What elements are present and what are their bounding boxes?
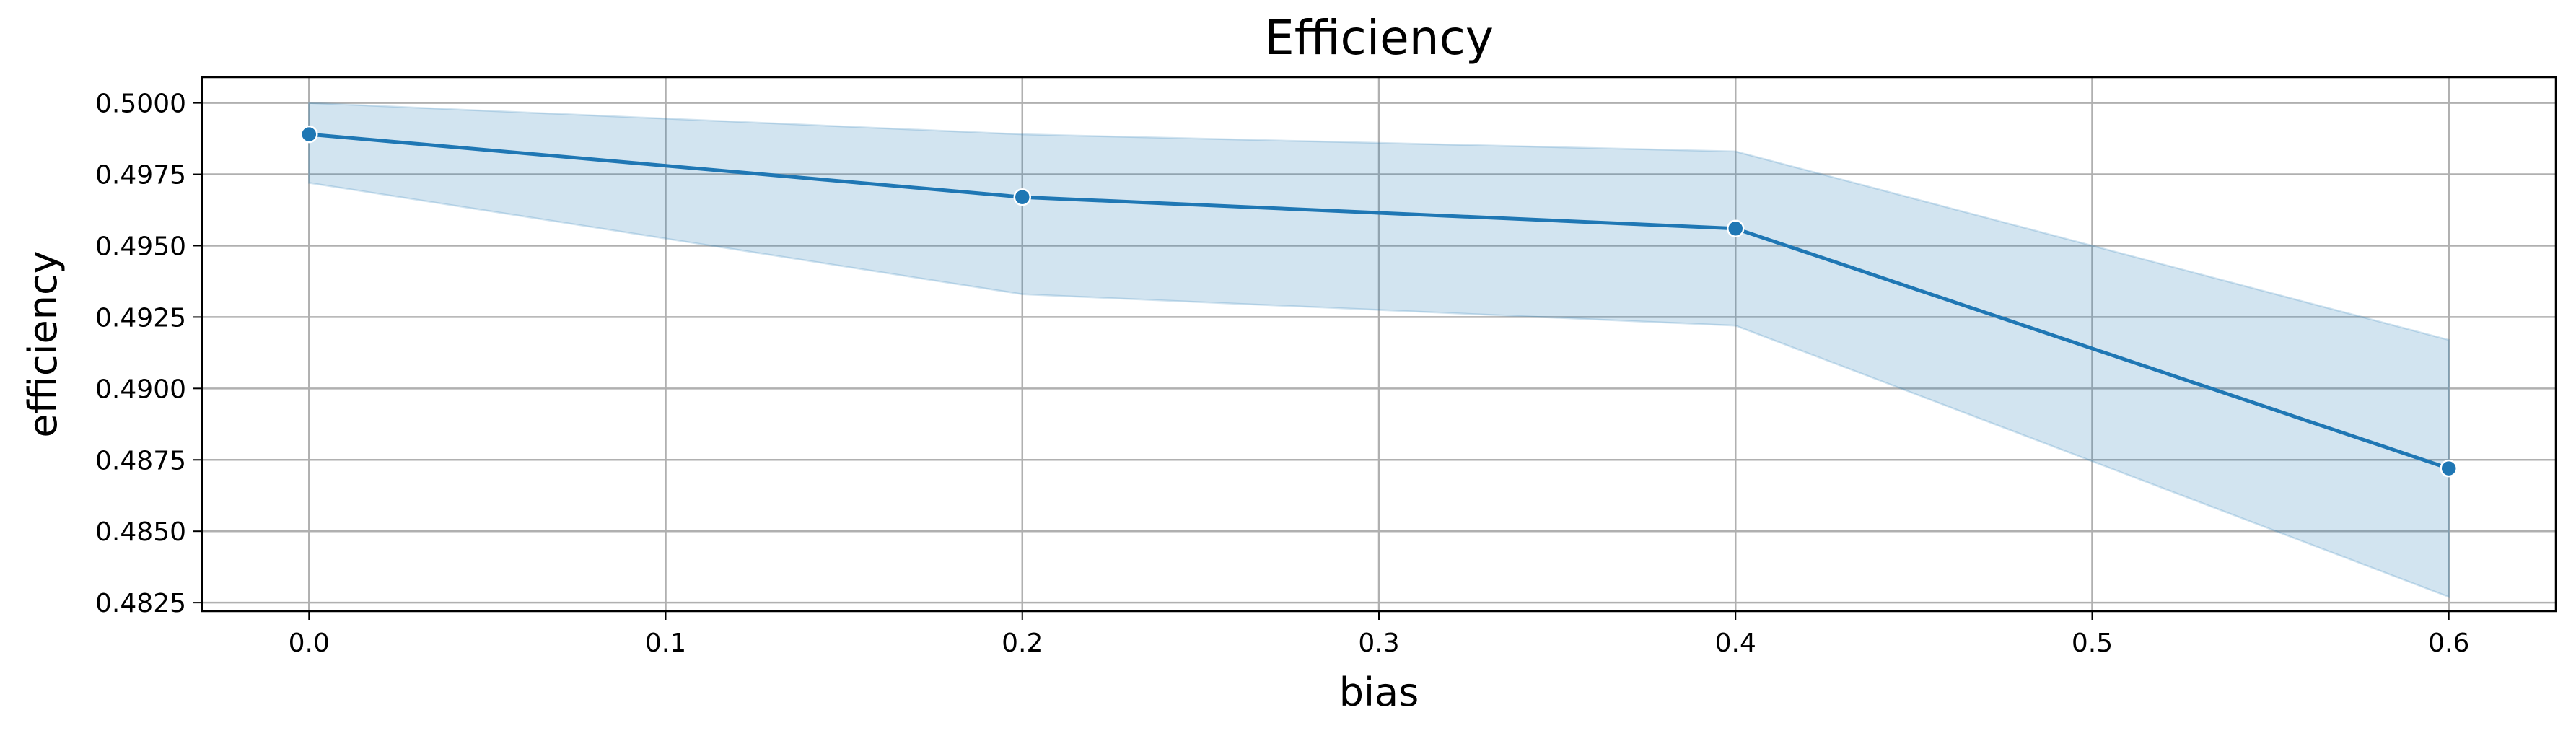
y-tick-label: 0.4875 xyxy=(95,446,186,476)
x-tick-label: 0.3 xyxy=(1358,628,1399,658)
y-tick-label: 0.4925 xyxy=(95,303,186,333)
x-axis-ticks: 0.0 0.1 0.2 0.3 0.4 0.5 0.6 xyxy=(289,611,2469,658)
x-tick-label: 0.6 xyxy=(2428,628,2469,658)
confidence-band xyxy=(308,102,2450,599)
y-tick-label: 0.4850 xyxy=(95,517,186,547)
x-tick-label: 0.5 xyxy=(2072,628,2113,658)
x-axis-label: bias xyxy=(1339,670,1419,715)
x-tick-label: 0.1 xyxy=(645,628,686,658)
y-tick-label: 0.5000 xyxy=(95,89,186,119)
series-line-layer xyxy=(309,132,2450,470)
y-tick-label: 0.4900 xyxy=(95,374,186,404)
x-tick-label: 0.2 xyxy=(1002,628,1043,658)
x-tick-label: 0.4 xyxy=(1715,628,1756,658)
data-point xyxy=(2440,459,2458,478)
data-point-layer xyxy=(300,125,2458,478)
y-tick-label: 0.4950 xyxy=(95,232,186,261)
confidence-band-layer xyxy=(308,102,2450,599)
y-tick-label: 0.4975 xyxy=(95,161,186,190)
chart-title: Efficiency xyxy=(1264,10,1494,66)
grid-lines xyxy=(202,77,2556,611)
y-axis-label: efficiency xyxy=(20,250,66,437)
series-line xyxy=(309,132,2450,470)
x-tick-label: 0.0 xyxy=(289,628,330,658)
data-point xyxy=(1726,219,1745,237)
data-point xyxy=(300,125,318,144)
data-point xyxy=(1013,188,1032,206)
y-tick-label: 0.4825 xyxy=(95,589,186,618)
y-axis-ticks: 0.4825 0.4850 0.4875 0.4900 0.4925 0.4950 0.49… xyxy=(95,89,202,618)
